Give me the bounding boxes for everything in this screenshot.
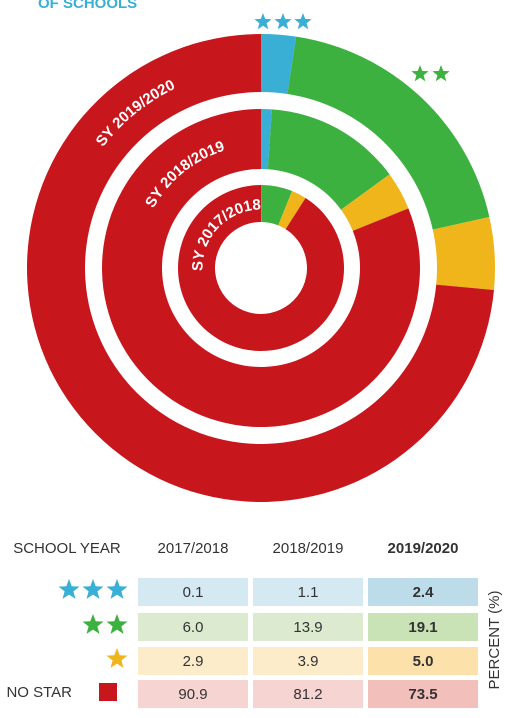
star-icon [82,614,104,634]
star-icon [411,65,429,82]
donut-segment [261,34,297,94]
cell-value: 2.9 [183,653,204,670]
table-cell [368,578,478,606]
axis-label: PERCENT (%) [486,591,503,690]
donut-segment [267,109,390,210]
donut-segment [101,109,420,427]
star-icon [274,13,292,30]
table-cell [368,680,478,708]
table-cell [253,578,363,606]
chart-title: OF SCHOOLS [38,0,137,12]
table-cell [253,680,363,708]
star-icon [58,579,80,599]
table-cell [368,613,478,641]
donut-segment [178,185,344,351]
cell-value: 13.9 [293,619,322,636]
cell-value: 90.9 [178,686,207,703]
star-icon [106,579,128,599]
donut-segment [278,191,306,230]
cell-value: 6.0 [183,619,204,636]
cell-value: 2.4 [413,584,435,601]
star-icon [294,13,312,30]
cell-value: 0.1 [183,584,204,601]
cell-value: 81.2 [293,686,322,703]
table-header: SCHOOL YEAR [13,540,121,557]
star-icon [106,648,128,668]
star-icon [432,65,450,82]
cell-value: 19.1 [408,619,437,636]
donut-segment [341,174,409,231]
cell-value: 73.5 [408,686,437,703]
cell-value: 3.9 [298,653,319,670]
star-icon [254,13,272,30]
cell-value: 5.0 [413,653,434,670]
legend-swatch [99,683,117,701]
table-cell [138,647,248,675]
column-header: 2017/2018 [158,540,229,557]
table-cell [138,578,248,606]
table-cell [138,613,248,641]
table-cell [253,613,363,641]
donut-segment [261,109,272,170]
legend-label: NO STAR [6,684,72,701]
donut-segment [261,185,293,226]
donut-segment [432,216,495,291]
star-icon [106,614,128,634]
star-icon [82,579,104,599]
donut-segment [287,36,490,230]
table-cell [253,647,363,675]
table-cell [138,680,248,708]
column-header: 2018/2019 [273,540,344,557]
donut-segment [261,185,262,223]
cell-value: 1.1 [298,584,319,601]
column-header: 2019/2020 [388,540,459,557]
table-cell [368,647,478,675]
